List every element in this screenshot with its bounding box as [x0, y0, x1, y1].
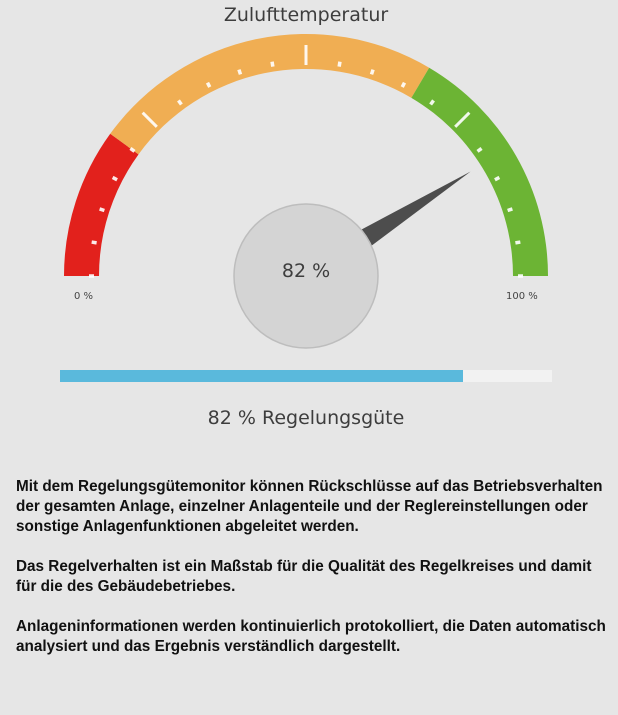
gauge-tick	[270, 61, 275, 67]
gauge-tick	[337, 61, 342, 67]
description: Mit dem Regelungsgütemonitor können Rück…	[16, 477, 606, 677]
progress-fill	[60, 370, 464, 382]
progress-bar	[60, 370, 552, 382]
description-paragraph: Das Regelverhalten ist ein Maßstab für d…	[16, 558, 592, 595]
gauge-tick	[369, 69, 375, 75]
gauge-tick	[400, 81, 407, 88]
gauge-title: Zulufttemperatur	[223, 4, 389, 26]
gauge-ticks	[89, 45, 523, 278]
gauge-tick	[476, 147, 483, 153]
gauge-tick	[91, 240, 97, 245]
description-paragraph: Mit dem Regelungsgütemonitor können Rück…	[16, 478, 603, 535]
gauge-tick	[454, 111, 471, 128]
gauge-tick	[129, 147, 136, 153]
description-paragraph: Anlageninformationen werden kontinuierli…	[16, 618, 606, 655]
gauge-max-label: 100 %	[506, 291, 538, 302]
gauge-zone-red	[64, 133, 139, 276]
gauge-zones	[64, 33, 548, 276]
gauge-tick	[141, 111, 158, 128]
progress-caption: 82 % Regelungsgüte	[207, 407, 405, 429]
gauge-tick	[515, 240, 521, 245]
gauge-zone-orange	[110, 33, 430, 155]
gauge-zone-green	[411, 67, 548, 276]
gauge	[64, 33, 548, 349]
gauge-tick	[507, 207, 513, 213]
gauge-tick	[177, 99, 183, 106]
gauge-value: 82 %	[281, 260, 331, 282]
gauge-tick	[429, 99, 435, 106]
gauge-tick	[111, 175, 118, 182]
gauge-min-label: 0 %	[74, 291, 94, 302]
gauge-tick	[237, 69, 243, 75]
gauge-tick	[99, 207, 105, 213]
gauge-hub	[233, 203, 379, 349]
gauge-tick	[494, 175, 501, 182]
gauge-tick	[205, 81, 212, 88]
